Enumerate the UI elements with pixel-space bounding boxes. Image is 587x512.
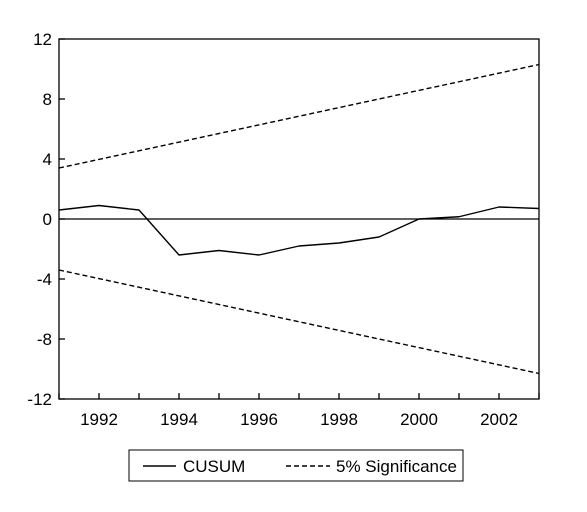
y-tick-label: 0 xyxy=(43,210,52,229)
legend-label-cusum: CUSUM xyxy=(183,457,245,476)
x-axis: 1992 1994 1996 1998 2000 2002 xyxy=(58,393,540,429)
series-layer xyxy=(58,63,540,375)
y-tick-label: -8 xyxy=(37,330,52,349)
lower-significance-line xyxy=(58,269,540,375)
legend-label-significance: 5% Significance xyxy=(336,457,457,476)
y-axis: 12 8 4 0 -4 -8 -12 xyxy=(27,30,65,409)
cusum-line xyxy=(58,204,540,256)
x-tick-label: 1994 xyxy=(160,410,198,429)
x-tick-label: 1992 xyxy=(80,410,118,429)
y-tick-label: 8 xyxy=(43,90,52,109)
y-tick-label: 12 xyxy=(33,30,52,49)
x-tick-label: 1996 xyxy=(240,410,278,429)
y-tick-label: 4 xyxy=(43,150,52,169)
y-tick-label: -12 xyxy=(27,390,52,409)
legend: CUSUM 5% Significance xyxy=(128,449,464,482)
y-tick-label: -4 xyxy=(37,270,52,289)
upper-significance-line xyxy=(58,63,540,169)
x-tick-label: 2002 xyxy=(480,410,518,429)
x-tick-label: 1998 xyxy=(320,410,358,429)
x-tick-label: 2000 xyxy=(400,410,438,429)
